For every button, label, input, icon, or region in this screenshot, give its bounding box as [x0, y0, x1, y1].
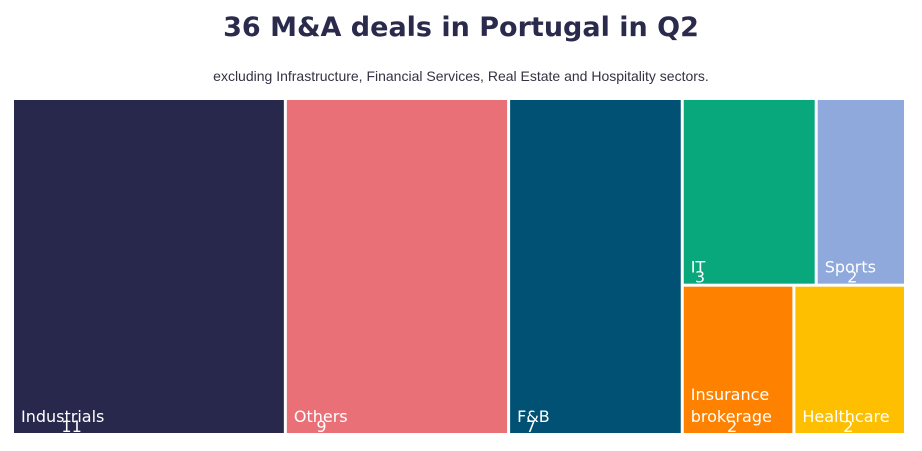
tile-name-insurance-brokerage-line-1: Insurance	[691, 385, 770, 404]
tile-rect-others[interactable]	[286, 100, 508, 433]
tile-rect-industrials[interactable]	[14, 100, 284, 433]
tile-rect-it[interactable]	[683, 100, 815, 284]
tile-value-healthcare: 2	[843, 417, 853, 436]
tile-value-sports: 2	[847, 268, 857, 287]
tile-it[interactable]: IT3	[683, 100, 815, 287]
tile-rect-f-b[interactable]	[510, 100, 681, 433]
tile-rect-healthcare[interactable]	[795, 286, 904, 433]
tile-name-f-b: F&B	[517, 407, 550, 426]
tile-name-sports: Sports	[825, 258, 876, 277]
tile-name-insurance-brokerage-line-2: brokerage	[691, 407, 772, 426]
tile-name-it: IT	[691, 258, 706, 277]
tile-value-industrials: 11	[61, 417, 81, 436]
tile-rect-sports[interactable]	[817, 100, 904, 284]
tile-rect-insurance-brokerage[interactable]	[683, 286, 793, 433]
tile-name-industrials: Industrials	[21, 407, 104, 426]
tile-value-f-b: 7	[526, 417, 536, 436]
tile-value-others: 9	[316, 417, 326, 436]
tile-name-others: Others	[294, 407, 348, 426]
tile-value-insurance-brokerage: 2	[727, 417, 737, 436]
tile-value-it: 3	[695, 268, 705, 287]
chart-subtitle: excluding Infrastructure, Financial Serv…	[213, 68, 709, 84]
tile-f-b[interactable]: F&B7	[510, 100, 681, 436]
tile-name-healthcare: Healthcare	[802, 407, 889, 426]
chart-title: 36 M&A deals in Portugal in Q2	[223, 12, 699, 43]
